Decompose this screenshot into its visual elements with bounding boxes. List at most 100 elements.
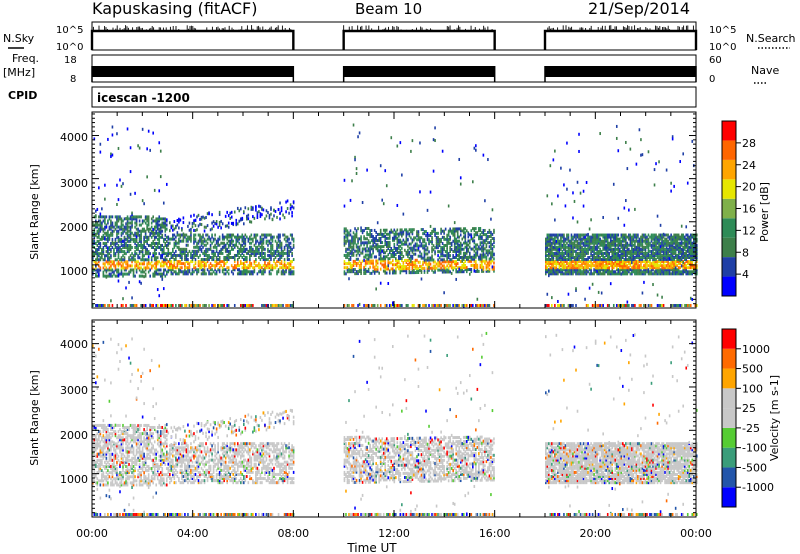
heatmap-cell — [478, 270, 480, 273]
heatmap-cell — [140, 262, 142, 265]
heatmap-cell — [164, 252, 166, 255]
heatmap-cell — [381, 233, 383, 236]
heatmap-cell — [345, 266, 347, 269]
heatmap-cell — [164, 268, 166, 271]
heatmap-cell — [449, 246, 451, 249]
heatmap-cell — [110, 248, 112, 251]
heatmap-cell — [627, 167, 629, 170]
heatmap-cell — [634, 240, 636, 243]
heatmap-cell — [281, 304, 283, 307]
heatmap-cell — [228, 250, 230, 253]
heatmap-cell — [226, 211, 228, 214]
heatmap-cell — [365, 270, 367, 273]
heatmap-cell — [616, 248, 618, 251]
heatmap-cell — [181, 262, 183, 265]
heatmap-cell — [610, 270, 612, 273]
heatmap-cell — [131, 246, 133, 249]
heatmap-cell — [217, 268, 219, 271]
heatmap-cell — [601, 272, 603, 275]
heatmap-cell — [363, 241, 365, 244]
heatmap-cell — [104, 254, 106, 257]
heatmap-cell — [201, 236, 203, 239]
heatmap-cell — [248, 217, 250, 220]
heatmap-cell — [393, 229, 395, 232]
heatmap-cell — [220, 264, 222, 267]
heatmap-cell — [163, 222, 165, 225]
heatmap-cell — [152, 264, 154, 267]
heatmap-cell — [222, 266, 224, 269]
heatmap-cell — [407, 245, 409, 248]
heatmap-cell — [189, 250, 191, 253]
heatmap-cell — [267, 248, 269, 251]
heatmap-cell — [487, 304, 489, 307]
heatmap-cell — [421, 265, 423, 268]
heatmap-cell — [246, 256, 248, 259]
heatmap-cell — [204, 258, 206, 261]
heatmap-cell — [118, 226, 120, 229]
heatmap-cell — [449, 264, 451, 267]
heatmap-cell — [559, 262, 561, 265]
heatmap-cell — [434, 126, 436, 129]
heatmap-cell — [281, 260, 283, 263]
heatmap-cell — [245, 234, 247, 237]
heatmap-cell — [348, 268, 350, 271]
heatmap-cell — [415, 253, 417, 256]
heatmap-cell — [112, 215, 114, 218]
heatmap-cell — [134, 232, 136, 235]
heatmap-cell — [557, 300, 559, 303]
heatmap-cell — [375, 235, 377, 238]
heatmap-cell — [198, 234, 200, 237]
heatmap-cell — [204, 238, 206, 241]
heatmap-cell — [404, 259, 406, 262]
heatmap-cell — [119, 226, 121, 229]
heatmap-cell — [163, 246, 165, 249]
heatmap-cell — [136, 222, 138, 225]
heatmap-cell — [95, 304, 97, 307]
heatmap-cell — [223, 236, 225, 239]
heatmap-cell — [112, 246, 114, 249]
heatmap-cell — [125, 252, 127, 255]
heatmap-cell — [171, 304, 173, 307]
heatmap-cell — [381, 245, 383, 248]
heatmap-cell — [425, 248, 427, 251]
heatmap-cell — [492, 208, 494, 211]
heatmap-cell — [580, 234, 582, 237]
heatmap-cell — [184, 262, 186, 265]
heatmap-cell — [366, 270, 368, 273]
heatmap-cell — [269, 214, 271, 217]
heatmap-cell — [481, 304, 483, 307]
heatmap-cell — [148, 236, 150, 239]
heatmap-cell — [481, 236, 483, 239]
heatmap-cell — [220, 260, 222, 263]
heatmap-cell — [601, 304, 603, 307]
heatmap-cell — [371, 229, 373, 232]
heatmap-cell — [258, 248, 260, 251]
heatmap-cell — [157, 260, 159, 263]
heatmap-cell — [640, 236, 642, 239]
heatmap-cell — [154, 226, 156, 229]
heatmap-cell — [164, 256, 166, 259]
heatmap-cell — [130, 258, 132, 261]
heatmap-cell — [267, 262, 269, 265]
heatmap-cell — [448, 252, 450, 255]
heatmap-cell — [401, 174, 403, 177]
heatmap-cell — [178, 304, 180, 307]
heatmap-cell — [248, 207, 250, 210]
heatmap-cell — [463, 270, 465, 273]
heatmap-cell — [574, 200, 576, 203]
heatmap-cell — [353, 252, 355, 255]
heatmap-cell — [477, 247, 479, 250]
heatmap-cell — [213, 304, 215, 307]
heatmap-cell — [448, 238, 450, 241]
heatmap-cell — [255, 246, 257, 249]
heatmap-cell — [457, 262, 459, 265]
heatmap-cell — [613, 234, 615, 237]
heatmap-cell — [389, 257, 391, 260]
heatmap-cell — [381, 257, 383, 260]
heatmap-cell — [284, 270, 286, 273]
heatmap-cell — [205, 216, 207, 219]
heatmap-cell — [158, 260, 160, 263]
heatmap-cell — [602, 234, 604, 237]
heatmap-cell — [291, 211, 293, 214]
nsky-label: N.Sky — [3, 32, 35, 45]
